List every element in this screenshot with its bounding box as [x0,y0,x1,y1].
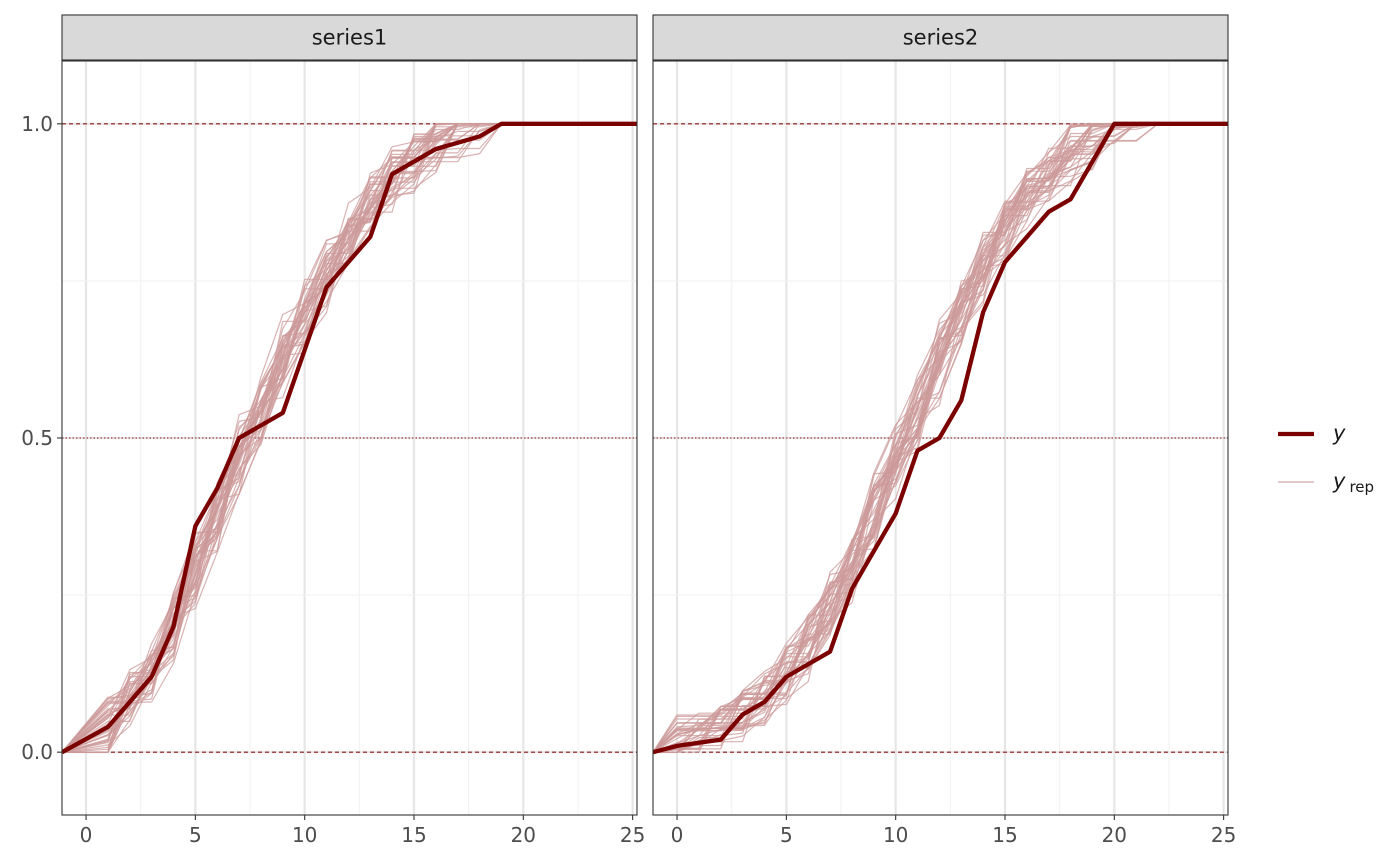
legend: y y rep [1278,421,1374,496]
y-tick-label: 1.0 [21,112,53,136]
x-tick-label: 25 [1211,823,1236,847]
facet-strip-label: series1 [312,26,388,50]
legend-label-y: y [1332,421,1346,445]
facet-panel-series1: series1 0 5 10 15 20 25 0.0 0.5 1.0 [21,14,645,847]
x-tick-label: 25 [620,823,645,847]
yrep-line [653,123,1228,753]
facet-panel-series2: series2 0 5 10 15 20 25 [652,14,1236,847]
x-tick-label: 0 [80,823,93,847]
y-tick-label: 0.5 [21,426,53,450]
yrep-line [653,123,1228,753]
x-tick-label: 20 [1102,823,1127,847]
x-tick-label: 5 [780,823,793,847]
yrep-line [653,123,1228,753]
yrep-line [62,123,637,753]
series-lines [62,121,637,755]
facet-strip [652,14,1229,61]
yrep-line [62,123,637,753]
panel-border [652,60,1229,816]
x-tick-label: 5 [189,823,202,847]
facet-strip-label: series2 [903,26,979,50]
facet-panels: series1 0 5 10 15 20 25 0.0 0.5 1.0 series2 0 5 10 15 2… [21,14,1236,847]
x-tick-label: 0 [671,823,684,847]
series-lines [653,121,1228,755]
yrep-line [62,123,637,753]
x-tick-label: 20 [511,823,536,847]
x-tick-label: 15 [992,823,1017,847]
yrep-line [653,123,1228,753]
legend-label-yrep: y rep [1332,469,1374,496]
yrep-line [653,123,1228,753]
y-line [62,121,637,755]
y-line [653,121,1228,755]
x-tick-label: 10 [883,823,908,847]
x-tick-label: 10 [292,823,317,847]
facet-strip [61,14,638,61]
yrep-line [62,123,637,753]
x-tick-label: 15 [401,823,426,847]
y-tick-label: 0.0 [21,740,53,764]
